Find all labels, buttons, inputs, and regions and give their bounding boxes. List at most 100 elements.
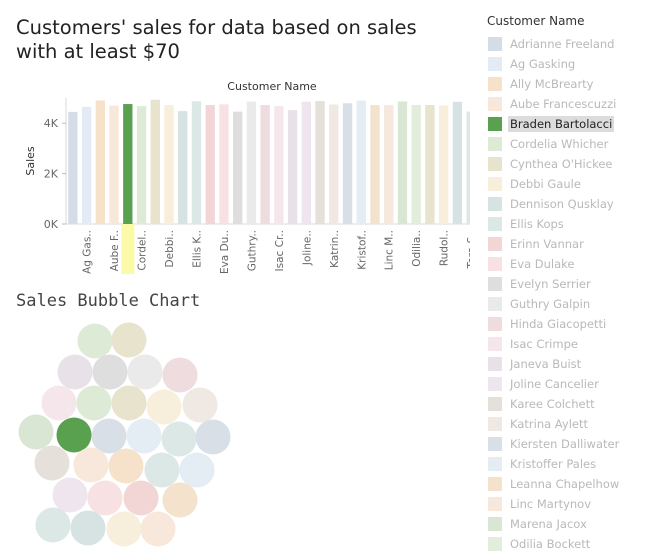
dashboard-title: Customers' sales for data based on sales… xyxy=(16,16,417,63)
bubble xyxy=(92,354,128,390)
bar xyxy=(246,101,257,224)
x-tick-label: Joline.. xyxy=(301,230,313,266)
legend-swatch xyxy=(488,317,502,331)
legend-swatch xyxy=(488,297,502,311)
bar xyxy=(411,105,421,224)
legend-item[interactable]: Marena Jacox xyxy=(486,514,646,534)
legend-items: Adrianne Freeland Ag Gasking Ally McBreart… xyxy=(486,34,646,554)
legend-label: Evelyn Serrier xyxy=(510,277,591,291)
legend-item[interactable]: Erinn Vannar xyxy=(486,234,646,254)
x-tick-label: Isac Cr.. xyxy=(274,230,286,271)
bar xyxy=(438,105,449,224)
x-tick-label: Eva Du.. xyxy=(219,230,231,274)
bar-chart: Customer Name Sales 0K 2K 4K Ag Gas.. Aube F..… xyxy=(24,80,470,274)
bubble xyxy=(146,389,182,425)
bubble xyxy=(111,385,147,421)
bar xyxy=(384,105,394,224)
legend-item[interactable]: Braden Bartolacci xyxy=(486,114,646,134)
legend-item[interactable]: Linc Martynov xyxy=(486,494,646,514)
bubble xyxy=(195,419,231,455)
x-tick-label: Ellis K.. xyxy=(191,230,203,268)
legend-item[interactable]: Karee Colchett xyxy=(486,394,646,414)
legend-swatch xyxy=(488,137,502,151)
legend-label: Cynthea O'Hickee xyxy=(510,157,613,171)
legend-item[interactable]: Cordelia Whicher xyxy=(486,134,646,154)
bubble xyxy=(127,354,163,390)
selected-label-highlight xyxy=(121,224,135,274)
legend-item[interactable]: Guthry Galpin xyxy=(486,294,646,314)
legend-item[interactable]: Eva Dulake xyxy=(486,254,646,274)
bar xyxy=(191,101,202,224)
bar xyxy=(81,106,92,224)
bar xyxy=(205,105,215,224)
legend-item[interactable]: Cynthea O'Hickee xyxy=(486,154,646,174)
legend-swatch xyxy=(488,197,502,211)
bar xyxy=(452,101,463,224)
legend-label: Adrianne Freeland xyxy=(510,37,615,51)
bubble-chart-title: Sales Bubble Chart xyxy=(16,291,201,311)
legend-item[interactable]: Kristoffer Pales xyxy=(486,454,646,474)
x-tick-label: Rudol.. xyxy=(439,230,451,266)
bar xyxy=(301,101,312,224)
legend-item[interactable]: Aube Francescuzzi xyxy=(486,94,646,114)
legend-label: Dennison Qusklay xyxy=(510,197,614,211)
legend-label: Kiersten Dalliwater xyxy=(510,437,620,451)
legend-label: Joline Cancelier xyxy=(510,377,599,391)
legend-item[interactable]: Hinda Giacopetti xyxy=(486,314,646,334)
legend-label: Katrina Aylett xyxy=(510,417,588,431)
legend-swatch xyxy=(488,157,502,171)
legend-swatch xyxy=(488,177,502,191)
legend-item[interactable]: Ellis Kops xyxy=(486,214,646,234)
legend: Customer Name Adrianne Freeland Ag Gaskin… xyxy=(486,14,646,554)
legend-item[interactable]: Katrina Aylett xyxy=(486,414,646,434)
legend-item[interactable]: Joline Cancelier xyxy=(486,374,646,394)
x-tick-label: Linc M.. xyxy=(384,230,396,270)
legend-label: Karee Colchett xyxy=(510,397,595,411)
legend-swatch xyxy=(488,77,502,91)
legend-item[interactable]: Ag Gasking xyxy=(486,54,646,74)
legend-label: Janeva Buist xyxy=(510,357,582,371)
bar xyxy=(274,106,284,224)
legend-label: Leanna Chapelhow xyxy=(510,477,620,491)
bubble xyxy=(41,385,77,421)
y-tick-label: 4K xyxy=(44,117,59,130)
legend-item[interactable]: Evelyn Serrier xyxy=(486,274,646,294)
bar xyxy=(356,100,366,224)
legend-swatch xyxy=(488,517,502,531)
bar xyxy=(397,101,408,224)
legend-item[interactable]: Isac Crimpe xyxy=(486,334,646,354)
legend-item[interactable]: Leanna Chapelhow xyxy=(486,474,646,494)
legend-item[interactable]: Odilia Bockett xyxy=(486,534,646,554)
bar-chart-title: Customer Name xyxy=(227,80,317,93)
y-tick-label: 2K xyxy=(44,168,59,181)
legend-swatch xyxy=(488,237,502,251)
bar xyxy=(232,111,243,224)
bubble xyxy=(161,421,197,457)
bar xyxy=(123,104,133,224)
bubble xyxy=(179,452,215,488)
legend-item[interactable]: Adrianne Freeland xyxy=(486,34,646,54)
legend-swatch xyxy=(488,337,502,351)
bar xyxy=(150,99,160,224)
x-tick-label: Debbi.. xyxy=(164,230,176,267)
legend-item[interactable]: Debbi Gaule xyxy=(486,174,646,194)
legend-swatch xyxy=(488,97,502,111)
legend-swatch xyxy=(488,397,502,411)
bar xyxy=(466,111,470,224)
legend-label: Linc Martynov xyxy=(510,497,592,511)
legend-item[interactable]: Dennison Qusklay xyxy=(486,194,646,214)
bar xyxy=(178,111,188,224)
bubble xyxy=(35,507,71,543)
legend-label: Ellis Kops xyxy=(510,217,564,231)
legend-swatch xyxy=(488,537,502,551)
bar xyxy=(287,110,298,224)
bar xyxy=(95,100,106,224)
legend-label: Odilia Bockett xyxy=(510,537,591,551)
legend-item[interactable]: Janeva Buist xyxy=(486,354,646,374)
bubble xyxy=(56,417,92,453)
legend-item[interactable]: Kiersten Dalliwater xyxy=(486,434,646,454)
legend-item[interactable]: Ally McBrearty xyxy=(486,74,646,94)
bubble xyxy=(57,354,93,390)
bubble xyxy=(162,482,198,518)
legend-label: Marena Jacox xyxy=(510,517,587,531)
